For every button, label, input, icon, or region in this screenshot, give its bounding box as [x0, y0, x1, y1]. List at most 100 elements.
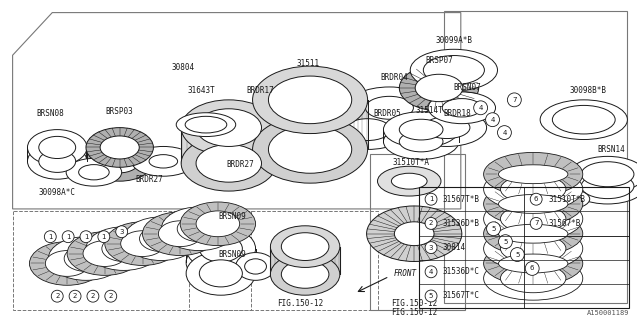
- Text: 2: 2: [73, 293, 77, 299]
- Polygon shape: [253, 100, 367, 149]
- Text: FRONT: FRONT: [394, 269, 417, 278]
- Ellipse shape: [100, 136, 140, 159]
- Ellipse shape: [132, 147, 195, 176]
- Text: 2: 2: [429, 220, 433, 227]
- Text: 31643T: 31643T: [187, 86, 215, 95]
- Ellipse shape: [268, 126, 352, 173]
- Ellipse shape: [500, 175, 566, 204]
- Text: 31514T: 31514T: [415, 106, 443, 115]
- Ellipse shape: [326, 110, 409, 149]
- Text: 1: 1: [48, 234, 52, 240]
- Circle shape: [51, 290, 63, 302]
- Ellipse shape: [158, 221, 202, 247]
- Ellipse shape: [365, 96, 413, 119]
- Text: BRDR17: BRDR17: [246, 86, 275, 95]
- Ellipse shape: [268, 76, 352, 124]
- Ellipse shape: [177, 216, 221, 242]
- Ellipse shape: [499, 195, 568, 213]
- Text: 7: 7: [512, 97, 516, 103]
- Circle shape: [87, 290, 99, 302]
- Ellipse shape: [186, 227, 255, 270]
- Ellipse shape: [556, 194, 580, 204]
- Text: 1: 1: [84, 234, 88, 240]
- Ellipse shape: [383, 112, 459, 148]
- Text: 2: 2: [91, 293, 95, 299]
- Ellipse shape: [67, 232, 143, 276]
- Ellipse shape: [282, 233, 329, 260]
- Ellipse shape: [484, 212, 583, 256]
- Ellipse shape: [484, 242, 583, 285]
- Circle shape: [525, 261, 539, 276]
- Text: BRDR18: BRDR18: [443, 109, 470, 118]
- Ellipse shape: [181, 100, 276, 156]
- Ellipse shape: [66, 158, 122, 186]
- Circle shape: [486, 113, 499, 127]
- Circle shape: [69, 290, 81, 302]
- Ellipse shape: [271, 253, 340, 295]
- Ellipse shape: [442, 99, 481, 117]
- Ellipse shape: [176, 113, 236, 137]
- Ellipse shape: [161, 207, 237, 251]
- Text: 1: 1: [429, 196, 433, 202]
- Ellipse shape: [253, 66, 367, 133]
- Text: 31536D*C: 31536D*C: [443, 267, 480, 276]
- Text: BRSN07: BRSN07: [453, 83, 481, 92]
- Ellipse shape: [484, 197, 583, 241]
- Text: BRSN08: BRSN08: [36, 109, 64, 118]
- Ellipse shape: [500, 204, 566, 233]
- Ellipse shape: [383, 124, 459, 159]
- Circle shape: [44, 231, 56, 243]
- Ellipse shape: [500, 234, 566, 263]
- Circle shape: [425, 266, 437, 278]
- Text: 3: 3: [120, 229, 124, 235]
- Circle shape: [530, 193, 542, 205]
- Ellipse shape: [140, 226, 183, 252]
- Ellipse shape: [86, 141, 154, 181]
- Ellipse shape: [86, 227, 161, 270]
- Ellipse shape: [345, 119, 390, 140]
- Circle shape: [116, 226, 127, 238]
- Ellipse shape: [424, 117, 470, 139]
- Ellipse shape: [399, 65, 479, 111]
- Ellipse shape: [83, 241, 127, 267]
- Ellipse shape: [484, 227, 583, 270]
- Text: BRDR04: BRDR04: [381, 73, 408, 82]
- Text: 1: 1: [66, 234, 70, 240]
- Ellipse shape: [102, 236, 145, 261]
- Circle shape: [425, 193, 437, 205]
- Ellipse shape: [149, 155, 178, 168]
- Ellipse shape: [186, 252, 255, 295]
- Ellipse shape: [540, 100, 627, 140]
- Circle shape: [474, 101, 488, 115]
- Text: BRSP03: BRSP03: [106, 107, 134, 116]
- Ellipse shape: [124, 217, 199, 260]
- Text: BRSN14: BRSN14: [598, 145, 625, 154]
- Ellipse shape: [236, 252, 275, 280]
- Text: 1: 1: [102, 234, 106, 240]
- Ellipse shape: [39, 150, 76, 172]
- Text: 4: 4: [502, 130, 507, 136]
- Ellipse shape: [181, 136, 276, 191]
- Circle shape: [530, 218, 542, 229]
- Ellipse shape: [423, 56, 484, 85]
- Text: BRDR27: BRDR27: [136, 175, 163, 184]
- Text: 31567*B: 31567*B: [548, 219, 580, 228]
- Ellipse shape: [185, 116, 227, 133]
- Text: 4: 4: [479, 105, 483, 111]
- Ellipse shape: [253, 116, 367, 183]
- Ellipse shape: [100, 150, 140, 173]
- Text: 5: 5: [429, 293, 433, 299]
- Ellipse shape: [546, 189, 589, 209]
- Circle shape: [499, 235, 513, 249]
- Text: BRSN09: BRSN09: [219, 212, 246, 221]
- Ellipse shape: [186, 241, 255, 284]
- Text: 6: 6: [534, 196, 538, 202]
- Ellipse shape: [346, 87, 433, 129]
- Text: FIG.150-12: FIG.150-12: [277, 299, 323, 308]
- Text: 6: 6: [530, 265, 534, 271]
- Text: 2: 2: [109, 293, 113, 299]
- Ellipse shape: [64, 246, 108, 271]
- Ellipse shape: [45, 251, 89, 276]
- Text: 31536D*B: 31536D*B: [443, 219, 480, 228]
- Ellipse shape: [121, 231, 164, 257]
